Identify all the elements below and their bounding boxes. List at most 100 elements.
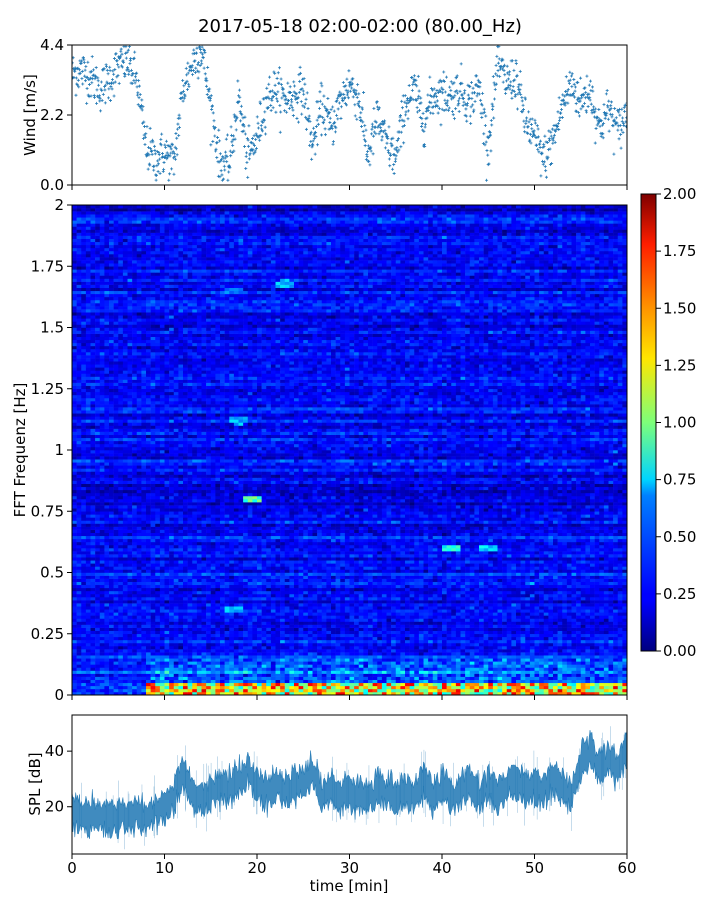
- spectrogram-cell: [585, 628, 590, 631]
- wind-point: [340, 105, 343, 108]
- spectrogram-cell: [215, 612, 220, 615]
- spectrogram-cell: [548, 606, 553, 609]
- spectrogram-cell: [456, 643, 461, 646]
- spectrogram-cell: [456, 612, 461, 615]
- spectrogram-cell: [359, 643, 364, 646]
- spectrogram-cell: [289, 634, 294, 637]
- spectrogram-cell: [266, 677, 271, 680]
- spectrogram-cell: [599, 686, 604, 689]
- spectrogram-cell: [141, 634, 146, 637]
- wind-point: [587, 105, 590, 108]
- spectrogram-cell: [461, 661, 466, 664]
- spectrogram-cell: [155, 634, 160, 637]
- spectrogram-cell: [461, 671, 466, 674]
- spectrogram-cell: [155, 603, 160, 606]
- spectrogram-cell: [91, 652, 96, 655]
- spectrogram-cell: [280, 612, 285, 615]
- spectrogram-cell: [331, 640, 336, 643]
- spectrogram-cell: [91, 646, 96, 649]
- spectrogram-cell: [599, 655, 604, 658]
- spectrogram-cell: [211, 664, 216, 667]
- spectrogram-cell: [502, 652, 507, 655]
- spectrogram-cell: [118, 609, 123, 612]
- spectrogram-cell: [544, 686, 549, 689]
- wind-point: [151, 153, 154, 156]
- spectrogram-cell: [317, 609, 322, 612]
- spectrogram-cell: [387, 649, 392, 652]
- spectrogram-cell: [174, 603, 179, 606]
- spectrogram-cell: [299, 646, 304, 649]
- spectrogram-cell: [567, 655, 572, 658]
- wind-point: [160, 133, 163, 136]
- spectrogram-cell: [331, 615, 336, 618]
- spectrogram-cell: [234, 652, 239, 655]
- spectrogram-cell: [359, 631, 364, 634]
- spectrogram-cell: [100, 615, 105, 618]
- spectrogram-cell: [109, 655, 114, 658]
- wind-point: [494, 88, 497, 91]
- spectrogram-cell: [507, 634, 512, 637]
- wind-point: [594, 142, 597, 145]
- spectrogram-cell: [86, 667, 91, 670]
- spectrogram-cell: [280, 652, 285, 655]
- spectrogram-cell: [447, 664, 452, 667]
- spectrogram-cell: [535, 612, 540, 615]
- spectrogram-cell: [613, 609, 618, 612]
- spectrogram-cell: [308, 612, 313, 615]
- spectrogram-cell: [363, 649, 368, 652]
- spectrogram-cell: [424, 686, 429, 689]
- spectrogram-cell: [160, 680, 165, 683]
- spectrogram-cell: [493, 683, 498, 686]
- spectrogram-cell: [590, 683, 595, 686]
- spectrogram-cell: [248, 628, 253, 631]
- spectrogram-cell: [345, 671, 350, 674]
- spectrogram-cell: [248, 643, 253, 646]
- spectrogram-cell: [132, 618, 137, 621]
- spectrogram-cell: [511, 625, 516, 628]
- spectrogram-cell: [479, 625, 484, 628]
- spectrogram-cell: [276, 652, 281, 655]
- spectrogram-cell: [363, 689, 368, 692]
- spectrogram-cell: [474, 618, 479, 621]
- spectrogram-cell: [165, 631, 170, 634]
- spectrogram-cell: [391, 622, 396, 625]
- spectrogram-cell: [488, 652, 493, 655]
- spectrogram-cell: [618, 631, 623, 634]
- spectrogram-cell: [252, 628, 257, 631]
- spectrogram-cell: [225, 628, 230, 631]
- spectrogram-cell: [132, 628, 137, 631]
- spectrogram-cell: [132, 667, 137, 670]
- spectrogram-cell: [609, 677, 614, 680]
- spectrogram-cell: [141, 677, 146, 680]
- spectrogram-cell: [567, 658, 572, 661]
- wind-point: [364, 144, 367, 147]
- spectrogram-cell: [400, 655, 405, 658]
- spectrogram-cell: [183, 664, 188, 667]
- spectrogram-cell: [243, 606, 248, 609]
- spectrogram-cell: [289, 622, 294, 625]
- spectrogram-cell: [405, 661, 410, 664]
- spectrogram-cell: [433, 612, 438, 615]
- spectrogram-cell: [285, 640, 290, 643]
- wind-point: [217, 129, 220, 132]
- wind-point: [120, 48, 123, 51]
- spectrogram-cell: [174, 606, 179, 609]
- spectrogram-cell: [461, 612, 466, 615]
- spectrogram-cell: [206, 612, 211, 615]
- spectrogram-cell: [225, 677, 230, 680]
- wind-point: [265, 87, 268, 90]
- spectrogram-cell: [104, 674, 109, 677]
- spectrogram-cell: [197, 658, 202, 661]
- spectrogram-cell: [280, 683, 285, 686]
- spectrogram-cell: [77, 606, 82, 609]
- spectrogram-cell: [613, 652, 618, 655]
- wind-point: [543, 135, 546, 138]
- spectrogram-cell: [141, 652, 146, 655]
- spectrogram-cell: [266, 615, 271, 618]
- spectrogram-cell: [188, 655, 193, 658]
- spectrogram-cell: [387, 674, 392, 677]
- spectrogram-cell: [326, 646, 331, 649]
- spectrogram-cell: [206, 649, 211, 652]
- spectrogram-cell: [442, 680, 447, 683]
- wind-point: [553, 134, 556, 137]
